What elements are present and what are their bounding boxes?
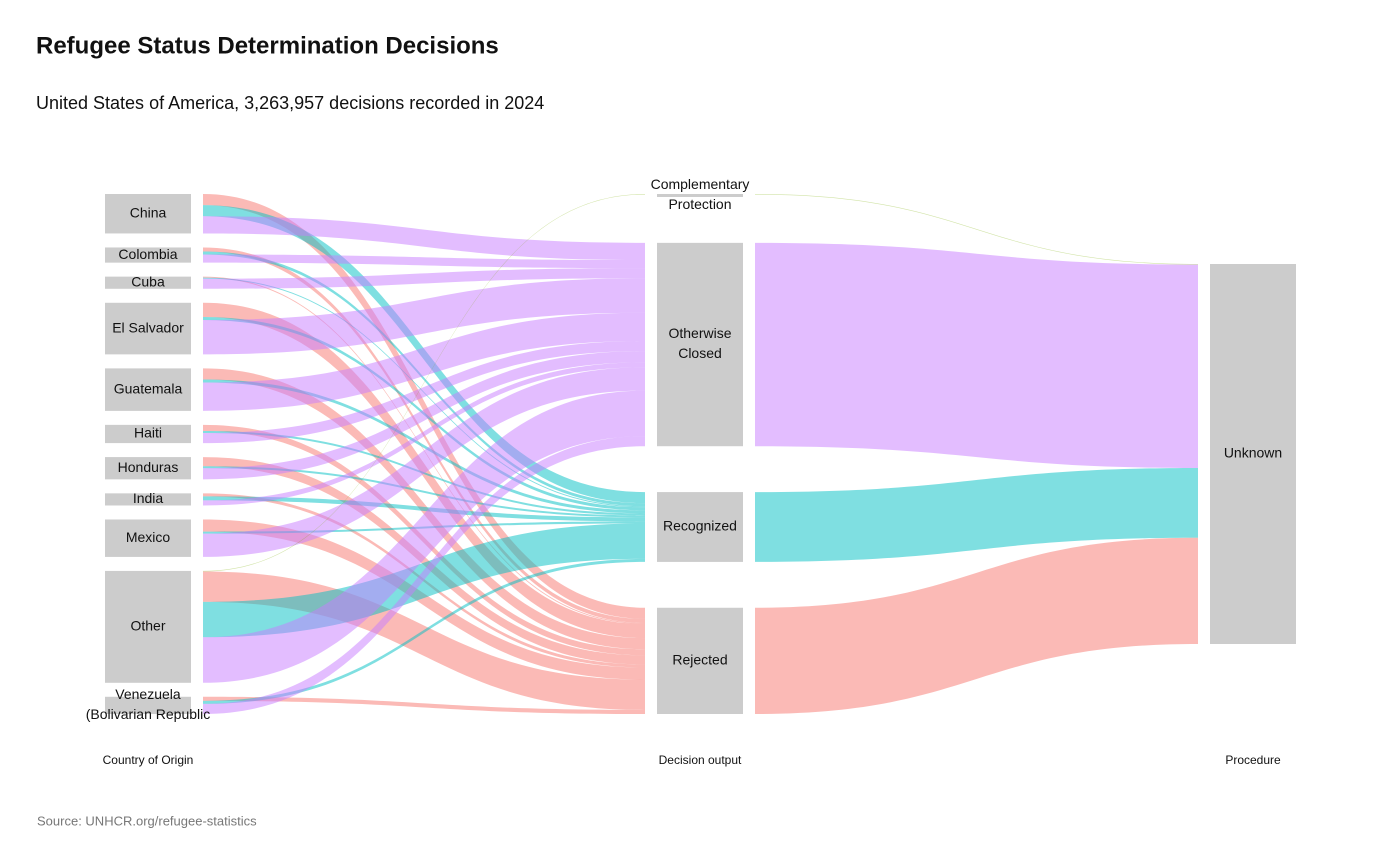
node-label: Cuba bbox=[131, 273, 165, 289]
flow-link bbox=[755, 537, 1198, 714]
flow-link bbox=[203, 519, 645, 680]
flow-link bbox=[203, 558, 645, 704]
flow-link bbox=[203, 341, 645, 444]
flow-link bbox=[203, 390, 645, 683]
flow-link bbox=[203, 254, 645, 269]
flow-link bbox=[203, 278, 645, 355]
node bbox=[1210, 264, 1296, 644]
column-label: Decision output bbox=[659, 753, 742, 767]
flow-link bbox=[203, 194, 645, 572]
links bbox=[203, 194, 1198, 714]
node-label: Otherwise bbox=[668, 325, 731, 341]
flow-link bbox=[203, 523, 645, 638]
node bbox=[657, 492, 743, 562]
node bbox=[105, 368, 191, 411]
column-label: Country of Origin bbox=[103, 753, 194, 767]
node-label: Colombia bbox=[118, 246, 177, 262]
node bbox=[105, 247, 191, 263]
flow-link bbox=[755, 194, 1198, 265]
node bbox=[105, 493, 191, 506]
node bbox=[105, 302, 191, 355]
node-label: Mexico bbox=[126, 529, 171, 545]
node-label: Closed bbox=[678, 345, 722, 361]
node bbox=[105, 519, 191, 557]
node-label: Other bbox=[130, 618, 165, 634]
flow-link bbox=[203, 216, 645, 261]
node-label: Recognized bbox=[663, 518, 737, 534]
flow-link bbox=[755, 467, 1198, 562]
node bbox=[105, 696, 191, 714]
source-note: Source: UNHCR.org/refugee-statistics bbox=[37, 813, 257, 828]
flow-link bbox=[755, 242, 1198, 468]
flow-link bbox=[203, 466, 645, 518]
node bbox=[657, 242, 743, 447]
node bbox=[105, 424, 191, 444]
column-label: Procedure bbox=[1225, 753, 1281, 767]
flow-link bbox=[203, 251, 645, 507]
node-label: China bbox=[130, 204, 167, 220]
flow-link bbox=[203, 436, 645, 714]
flow-link bbox=[203, 194, 645, 619]
nodes: China Colombia Cuba El Salvador Guatemala Hai… bbox=[86, 176, 1296, 767]
node-label: Honduras bbox=[118, 459, 179, 475]
flow-link bbox=[203, 362, 645, 506]
node-label: Unknown bbox=[1224, 445, 1282, 461]
node-label: El Salvador bbox=[112, 319, 184, 335]
node-label: (Bolivarian Republic bbox=[86, 706, 211, 722]
node-label: India bbox=[133, 490, 164, 506]
chart-title: Refugee Status Determination Decisions bbox=[36, 32, 499, 59]
flow-link bbox=[203, 276, 645, 624]
node bbox=[657, 194, 743, 197]
node bbox=[105, 194, 191, 234]
node bbox=[105, 457, 191, 480]
flow-link bbox=[203, 268, 645, 289]
node-label: Rejected bbox=[672, 652, 727, 668]
flow-link bbox=[203, 457, 645, 665]
flow-link bbox=[203, 379, 645, 514]
node-label: Guatemala bbox=[114, 380, 183, 396]
node bbox=[657, 607, 743, 714]
node-label: Complementary bbox=[651, 176, 750, 192]
node-label: Venezuela bbox=[115, 686, 181, 702]
flow-link bbox=[203, 367, 645, 557]
flow-link bbox=[203, 351, 645, 480]
flow-link bbox=[203, 312, 645, 411]
flow-link bbox=[203, 496, 645, 522]
node-label: Haiti bbox=[134, 425, 162, 441]
node bbox=[105, 570, 191, 683]
chart-subtitle: United States of America, 3,263,957 deci… bbox=[36, 93, 544, 113]
node bbox=[105, 276, 191, 289]
flow-link bbox=[203, 696, 645, 714]
node-label: Protection bbox=[668, 196, 731, 212]
